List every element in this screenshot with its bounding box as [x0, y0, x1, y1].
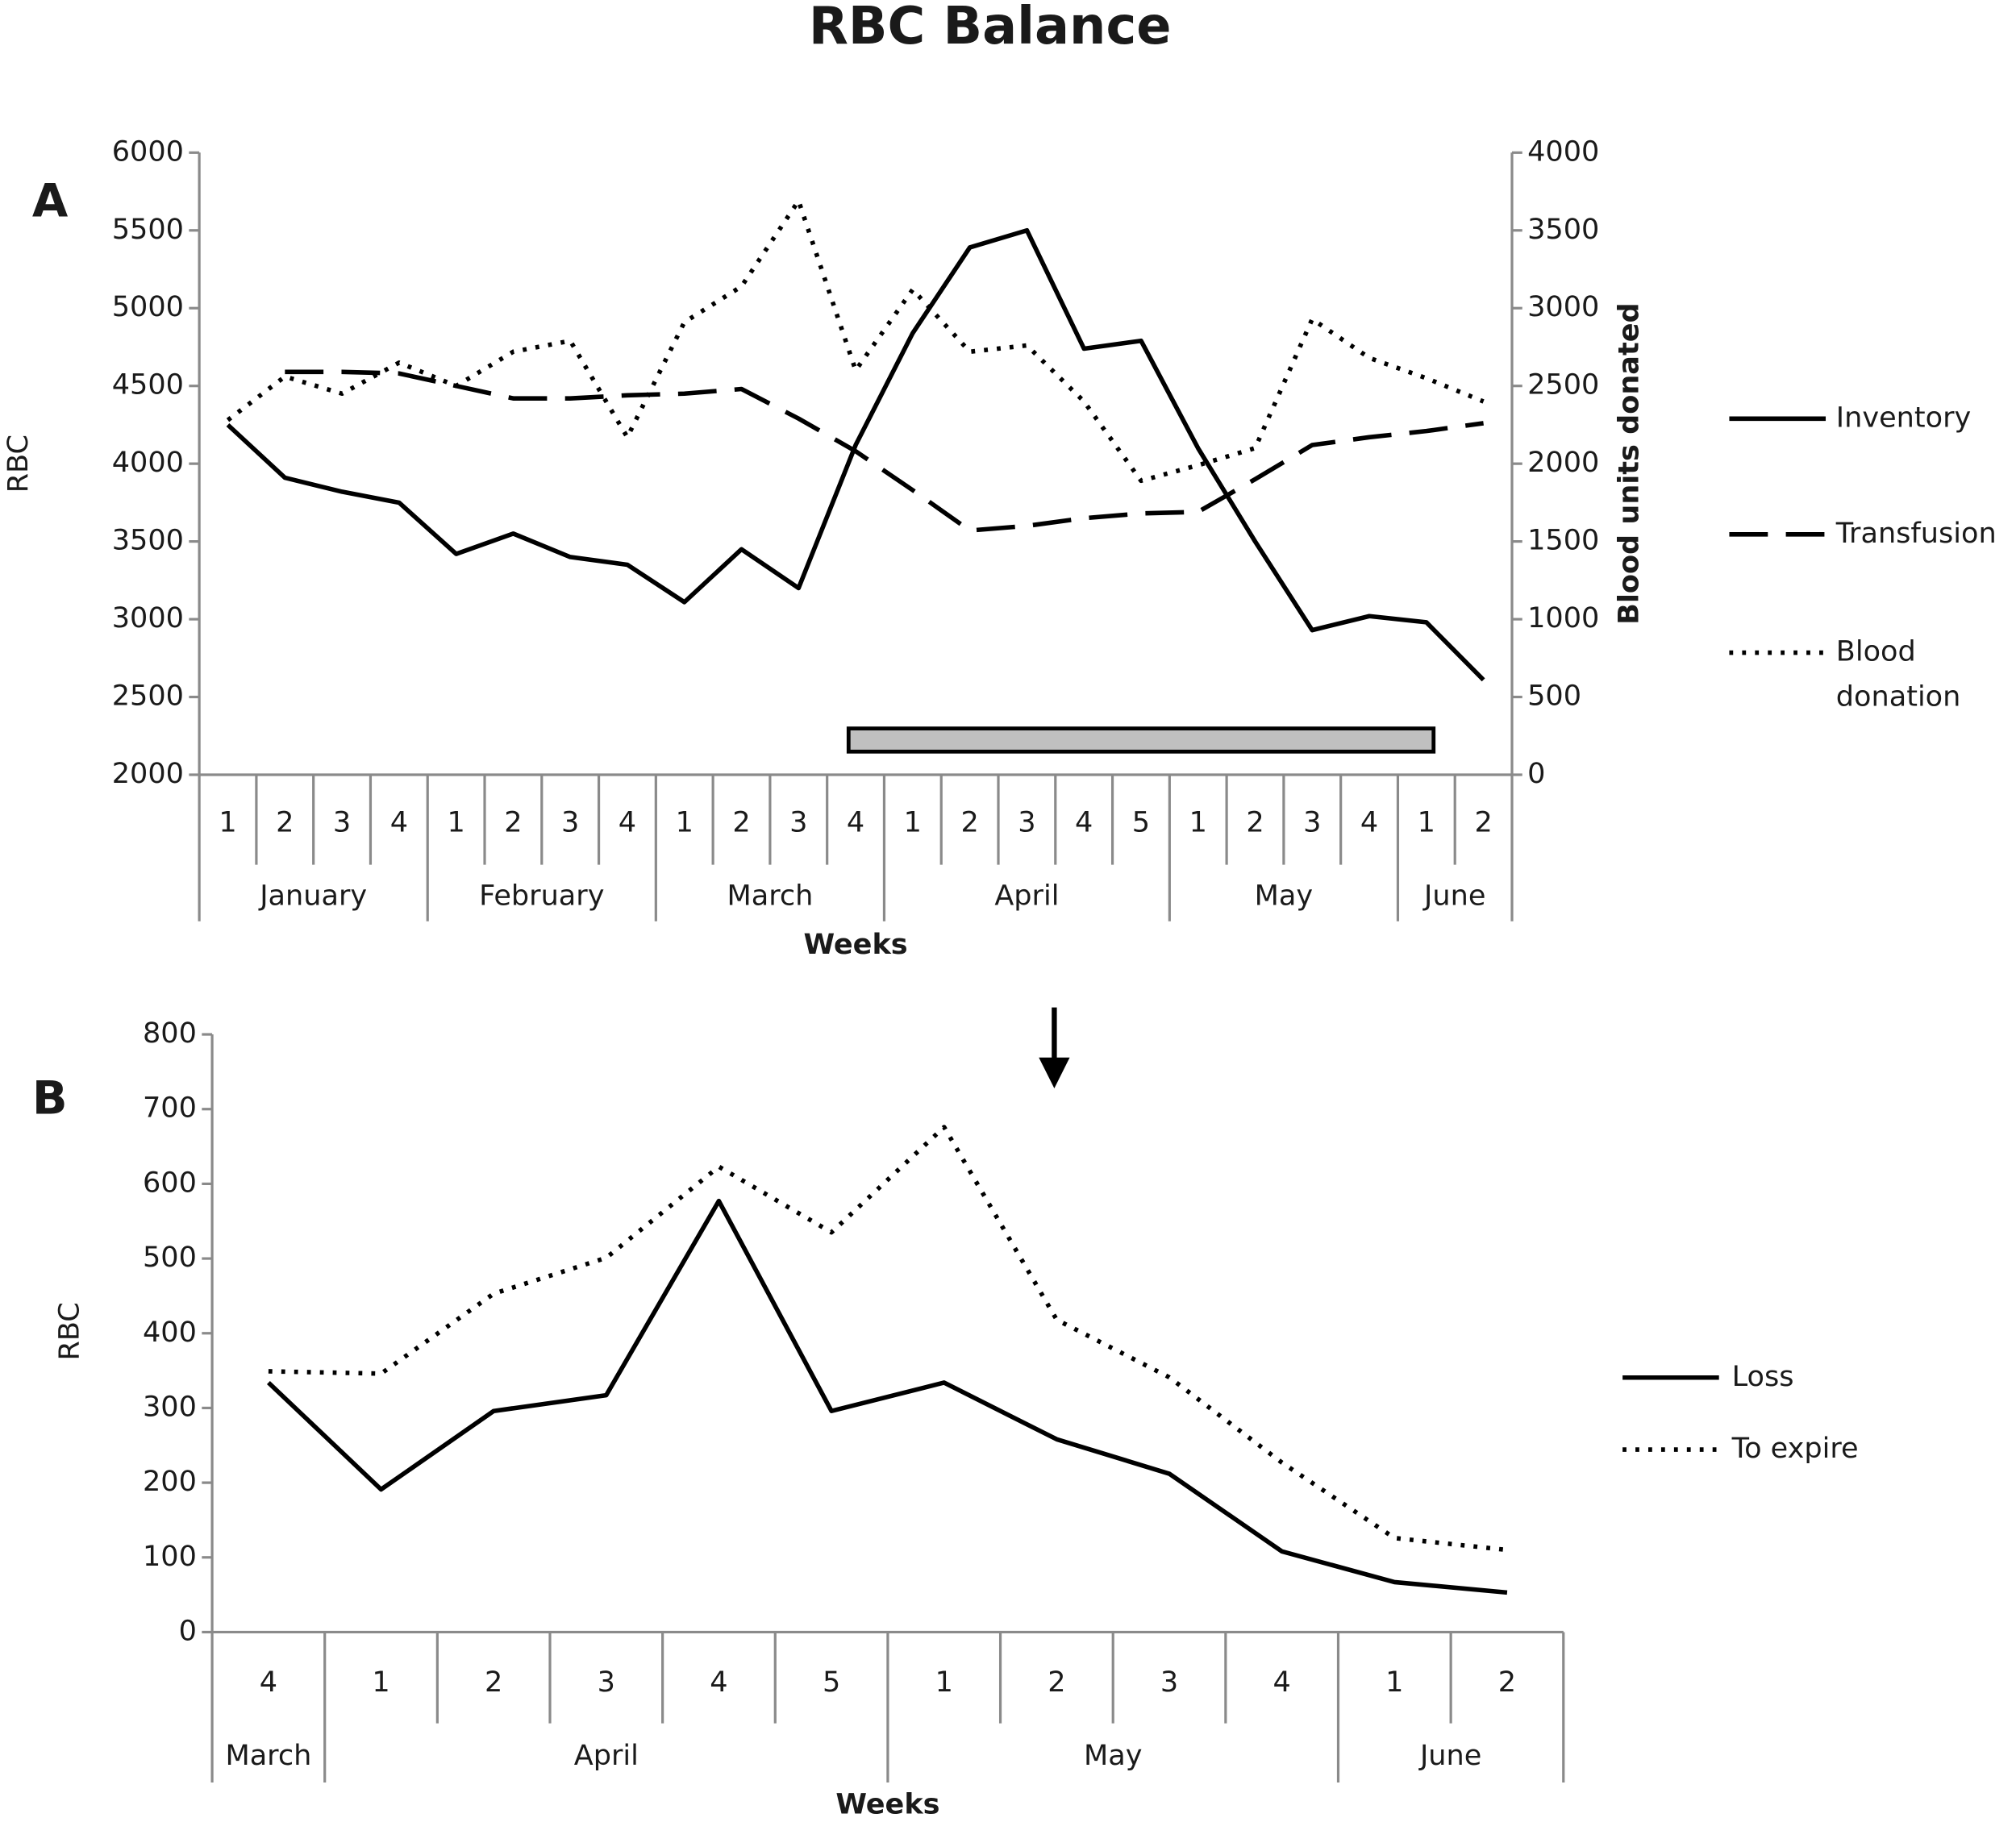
y-tick-label: 2500 [112, 680, 184, 713]
series-line [268, 1125, 1508, 1553]
legend-label: Transfusion [1835, 517, 1997, 550]
panel-label: A [32, 174, 69, 228]
legend-label: Loss [1732, 1360, 1794, 1393]
x-tick-label: 2 [1498, 1666, 1516, 1699]
arrow [1039, 1007, 1070, 1089]
x-tick-label: 3 [333, 806, 351, 839]
y-tick-label: 4500 [112, 368, 184, 401]
x-tick-label: 1 [447, 806, 464, 839]
x-tick-label: 2 [1246, 806, 1264, 839]
y2-tick-label: 0 [1527, 757, 1545, 790]
x-tick-label: 4 [1273, 1666, 1291, 1699]
x-group-label: April [994, 879, 1059, 912]
y-axis-title: RBC [53, 1302, 86, 1360]
x-group-label: March [225, 1739, 311, 1772]
x-tick-label: 2 [485, 1666, 502, 1699]
x-tick-label: 3 [1303, 806, 1321, 839]
x-axis-title: Weeks [803, 928, 907, 961]
x-tick-label: 4 [1075, 806, 1093, 839]
legend-label-line: Blood [1836, 635, 1925, 668]
x-tick-label: 5 [1132, 806, 1150, 839]
y-tick-label: 4000 [112, 446, 184, 479]
y2-tick-label: 1500 [1527, 524, 1599, 557]
x-group-label: February [479, 879, 604, 912]
x-tick-label: 2 [1048, 1666, 1065, 1699]
x-tick-label: 1 [1418, 806, 1435, 839]
x-tick-label: 1 [935, 1666, 953, 1699]
x-tick-label: 1 [1385, 1666, 1403, 1699]
x-tick-label: 4 [390, 806, 408, 839]
y-tick-label: 100 [143, 1540, 197, 1573]
x-group-label: January [258, 879, 367, 912]
period-bar [846, 726, 1436, 754]
y-tick-label: 0 [179, 1614, 197, 1647]
y-tick-label: 500 [143, 1241, 197, 1274]
y-tick-label: 2000 [112, 757, 184, 790]
x-tick-label: 3 [1160, 1666, 1178, 1699]
y2-tick-label: 4000 [1527, 135, 1599, 168]
x-tick-label: 2 [960, 806, 978, 839]
x-tick-label: 1 [1189, 806, 1207, 839]
x-tick-label: 2 [504, 806, 522, 839]
x-tick-label: 5 [823, 1666, 840, 1699]
x-tick-label: 2 [1474, 806, 1492, 839]
x-tick-label: 3 [598, 1666, 615, 1699]
x-tick-label: 1 [904, 806, 922, 839]
x-tick-label: 3 [1018, 806, 1035, 839]
y-tick-label: 5000 [112, 290, 184, 323]
x-group-label: March [727, 879, 813, 912]
x-tick-label: 4 [847, 806, 864, 839]
legend-label: Blood donation [1836, 635, 1961, 713]
x-tick-label: 4 [619, 806, 636, 839]
y2-tick-label: 3500 [1527, 213, 1599, 246]
x-axis-title: Weeks [835, 1788, 939, 1821]
panel-label: B [32, 1071, 68, 1125]
y2-tick-label: 2000 [1527, 446, 1599, 479]
y-tick-label: 3500 [112, 524, 184, 557]
legend-label: Inventory [1836, 401, 1971, 434]
y-tick-label: 3000 [112, 601, 184, 634]
y-tick-label: 800 [143, 1017, 197, 1050]
x-group-label: May [1084, 1739, 1143, 1772]
y-tick-label: 5500 [112, 213, 184, 246]
series-line [266, 1198, 1508, 1595]
y-tick-label: 600 [143, 1166, 197, 1199]
y-tick-label: 6000 [112, 135, 184, 168]
series-line [226, 198, 1485, 484]
chart-panel: B 0 100 200 300 400 500 600 700 800 RBC 4 1 2 3 4 5 1 2 3 4 1… [32, 1017, 1859, 1821]
x-tick-label: 4 [1360, 806, 1378, 839]
x-tick-label: 3 [789, 806, 807, 839]
y-axis-title: RBC [2, 435, 35, 493]
legend-label-line: donation [1836, 680, 1961, 713]
y-tick-label: 700 [143, 1092, 197, 1125]
x-tick-label: 2 [732, 806, 750, 839]
y2-tick-label: 3000 [1527, 290, 1599, 323]
x-tick-label: 4 [260, 1666, 277, 1699]
x-tick-label: 3 [561, 806, 579, 839]
x-tick-label: 4 [710, 1666, 727, 1699]
legend-label: To expire [1731, 1432, 1859, 1465]
x-group-label: June [1418, 1739, 1481, 1772]
x-tick-label: 1 [219, 806, 236, 839]
x-group-label: April [574, 1739, 639, 1772]
x-tick-label: 1 [372, 1666, 389, 1699]
series-line [285, 369, 1484, 533]
figure-title: RBC Balance [809, 0, 1172, 56]
y-tick-label: 200 [143, 1465, 197, 1498]
y2-tick-label: 2500 [1527, 368, 1599, 401]
x-tick-label: 2 [276, 806, 294, 839]
y2-tick-label: 1000 [1527, 601, 1599, 634]
y-tick-label: 300 [143, 1390, 197, 1423]
x-group-label: May [1255, 879, 1314, 912]
x-group-label: June [1422, 879, 1485, 912]
series-line [226, 227, 1485, 682]
y2-axis-title: Blood units donated [1613, 302, 1646, 624]
y-tick-label: 400 [143, 1316, 197, 1349]
x-tick-label: 1 [676, 806, 694, 839]
chart-panel: A 2000 2500 3000 3500 4000 4500 5000 5500 6000 0 50… [2, 135, 1997, 961]
arrow-head [1039, 1057, 1070, 1089]
y2-tick-label: 500 [1527, 680, 1581, 713]
